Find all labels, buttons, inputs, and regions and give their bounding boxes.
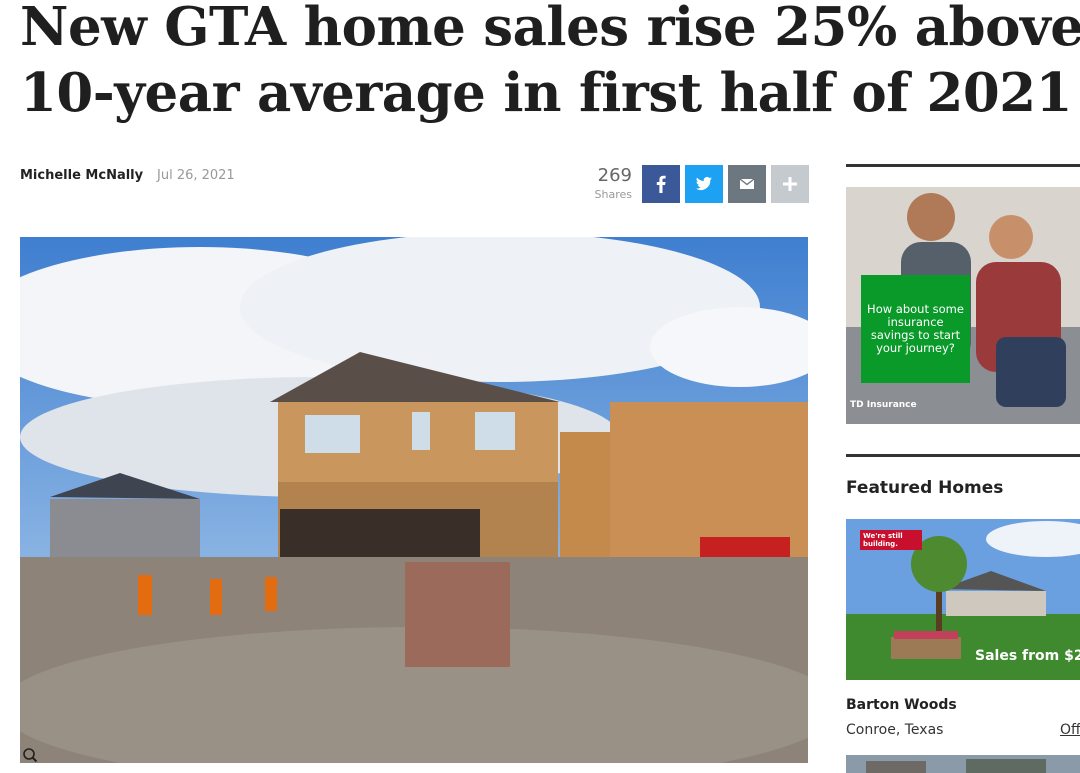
- listing-photo[interactable]: [846, 755, 1080, 773]
- listing-name[interactable]: Barton Woods: [846, 697, 957, 713]
- listing-link[interactable]: Off: [1060, 722, 1080, 738]
- listing-location: Conroe, Texas: [846, 722, 944, 738]
- email-button[interactable]: [728, 165, 766, 203]
- title-line: 10-year average in first half of 2021: [20, 62, 1072, 124]
- section-heading: Featured Homes: [846, 478, 1004, 498]
- listing-price: Sales from $23: [975, 648, 1080, 664]
- share-label: Shares: [594, 188, 632, 201]
- ad-brand: TD Insurance: [850, 400, 917, 410]
- share-count: 269: [597, 165, 632, 186]
- listing-banner: We're still building.: [860, 530, 922, 550]
- facebook-button[interactable]: [642, 165, 680, 203]
- article-title: New GTA home sales rise 25% above 10-yea…: [20, 0, 1080, 126]
- author[interactable]: Michelle McNally: [20, 168, 144, 183]
- title-line: New GTA home sales rise 25% above: [20, 0, 1080, 58]
- twitter-button[interactable]: [685, 165, 723, 203]
- ad-text[interactable]: How about some insurance savings to star…: [861, 275, 970, 383]
- more-button[interactable]: [771, 165, 809, 203]
- article-photo: [20, 237, 808, 763]
- sidebar-rule: [846, 164, 1080, 167]
- sidebar-rule: [846, 454, 1080, 457]
- publish-date: Jul 26, 2021: [157, 168, 235, 183]
